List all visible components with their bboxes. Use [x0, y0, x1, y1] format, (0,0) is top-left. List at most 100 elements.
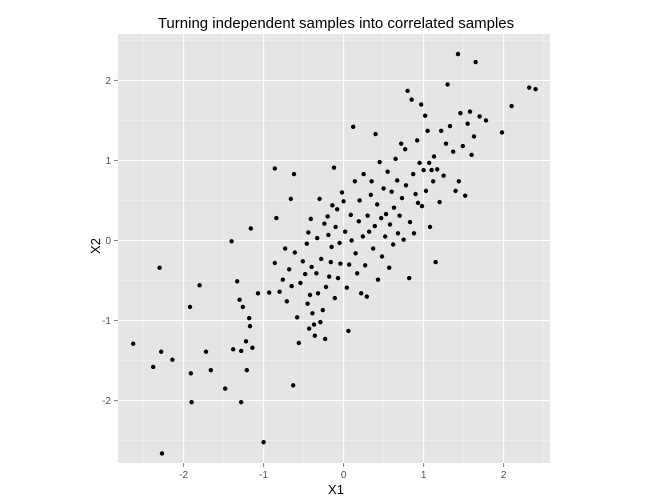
- data-point: [399, 195, 405, 201]
- data-point: [403, 183, 409, 188]
- data-point: [403, 147, 408, 152]
- data-point: [463, 193, 468, 198]
- data-point: [439, 128, 444, 134]
- data-point: [385, 169, 390, 174]
- data-point: [304, 241, 309, 246]
- y-axis-label: X2: [88, 238, 103, 254]
- data-point: [231, 347, 236, 352]
- data-point: [473, 59, 478, 65]
- data-point: [415, 200, 421, 206]
- data-point: [291, 171, 297, 177]
- data-point: [441, 173, 446, 178]
- data-point: [307, 292, 313, 298]
- data-point: [255, 291, 261, 296]
- data-point: [229, 239, 234, 244]
- data-point: [405, 88, 410, 94]
- data-point: [469, 152, 474, 158]
- y-tick-label: -1: [102, 316, 111, 327]
- y-tick-label: 1: [105, 156, 111, 167]
- data-point: [499, 130, 505, 135]
- data-point: [458, 111, 463, 116]
- data-point: [157, 265, 162, 270]
- data-point: [197, 283, 202, 288]
- data-point: [397, 213, 402, 218]
- data-point: [407, 275, 412, 281]
- data-point: [348, 212, 353, 218]
- data-point: [364, 294, 369, 299]
- data-point: [322, 221, 327, 226]
- data-point: [359, 291, 364, 296]
- data-point: [240, 304, 245, 310]
- data-point: [483, 118, 489, 123]
- data-point: [435, 167, 440, 172]
- data-point: [437, 199, 442, 205]
- data-point: [363, 263, 368, 268]
- data-point: [329, 244, 334, 250]
- data-point: [411, 231, 417, 236]
- data-point: [292, 250, 297, 255]
- data-point: [395, 178, 400, 183]
- data-point: [393, 156, 398, 162]
- chart-title: Turning independent samples into correla…: [158, 15, 514, 32]
- data-point: [277, 289, 282, 294]
- data-point: [188, 371, 193, 376]
- y-tick-label: 0: [105, 236, 111, 247]
- data-point: [327, 274, 332, 279]
- data-point: [372, 223, 377, 229]
- data-point: [244, 367, 249, 373]
- x-axis-ticks: -2 -1 0 1 2: [179, 463, 507, 481]
- data-point: [315, 235, 320, 241]
- data-point: [223, 386, 228, 391]
- data-point: [331, 165, 337, 170]
- data-point: [429, 167, 434, 173]
- data-point: [411, 171, 416, 177]
- data-point: [247, 323, 253, 329]
- data-point: [401, 237, 406, 242]
- x-tick-label: 1: [421, 470, 427, 481]
- data-point: [343, 229, 348, 234]
- data-point: [419, 203, 425, 209]
- data-point: [272, 260, 277, 266]
- data-point: [383, 211, 389, 217]
- data-point: [425, 128, 430, 134]
- data-point: [375, 202, 380, 207]
- data-point: [208, 367, 213, 373]
- data-point: [465, 121, 470, 126]
- data-point: [325, 214, 330, 219]
- data-point: [332, 295, 337, 301]
- data-point: [289, 283, 294, 289]
- data-point: [303, 271, 308, 277]
- data-point: [431, 154, 437, 159]
- x-tick-label: -2: [179, 470, 188, 481]
- data-point: [453, 188, 458, 194]
- data-point: [170, 357, 175, 362]
- data-point: [284, 299, 289, 304]
- data-point: [250, 345, 255, 350]
- data-point: [417, 160, 422, 166]
- data-point: [407, 219, 413, 225]
- x-tick-label: -1: [259, 470, 268, 481]
- data-point: [413, 191, 418, 197]
- data-point: [311, 322, 317, 327]
- data-point: [335, 207, 340, 212]
- data-point: [387, 222, 393, 227]
- data-point: [309, 264, 314, 270]
- data-points: [131, 51, 538, 456]
- data-point: [315, 291, 321, 296]
- data-point: [527, 85, 532, 90]
- data-point: [387, 265, 392, 270]
- data-point: [187, 304, 193, 310]
- data-point: [477, 114, 482, 119]
- data-point: [239, 348, 244, 354]
- data-point: [433, 259, 438, 265]
- data-point: [423, 188, 429, 194]
- data-point: [369, 179, 374, 184]
- data-point: [283, 246, 288, 251]
- data-point: [280, 277, 285, 282]
- data-point: [391, 242, 396, 247]
- data-point: [306, 230, 311, 235]
- data-point: [323, 284, 329, 290]
- data-point: [159, 451, 165, 456]
- data-point: [352, 179, 357, 184]
- data-point: [317, 196, 322, 202]
